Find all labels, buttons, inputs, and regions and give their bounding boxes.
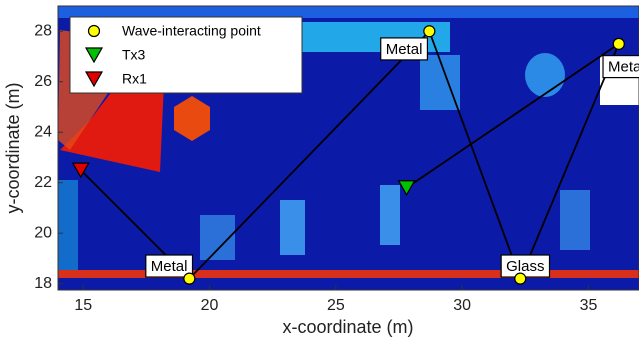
legend-marker <box>89 26 100 37</box>
annotation: Metal <box>608 59 639 76</box>
marker <box>613 38 624 49</box>
legend-label: Tx3 <box>122 47 146 63</box>
x-tick-label: 35 <box>580 297 598 314</box>
annotation: Metal <box>151 258 188 275</box>
legend-label: Wave-interacting point <box>122 23 261 39</box>
y-tick-label: 20 <box>34 224 52 241</box>
marker <box>184 273 195 284</box>
marker <box>424 26 435 37</box>
y-axis-label: y-coordinate (m) <box>3 82 23 213</box>
y-tick-label: 22 <box>34 174 52 191</box>
chart: x-coordinate (m) y-coordinate (m) 15 20 25… <box>0 0 639 346</box>
marker <box>515 273 526 284</box>
x-tick-label: 25 <box>327 297 345 314</box>
x-tick-label: 20 <box>201 297 219 314</box>
y-tick-label: 26 <box>34 73 52 90</box>
annotation: Metal <box>386 41 423 58</box>
y-tick-label: 18 <box>34 275 52 292</box>
x-tick-label: 15 <box>74 297 92 314</box>
x-tick-label: 30 <box>453 297 471 314</box>
y-tick-label: 28 <box>34 22 52 39</box>
x-axis-label: x-coordinate (m) <box>282 317 413 337</box>
annotation: Glass <box>506 258 544 275</box>
legend-label: Rx1 <box>122 71 147 87</box>
y-tick-label: 24 <box>34 123 52 140</box>
